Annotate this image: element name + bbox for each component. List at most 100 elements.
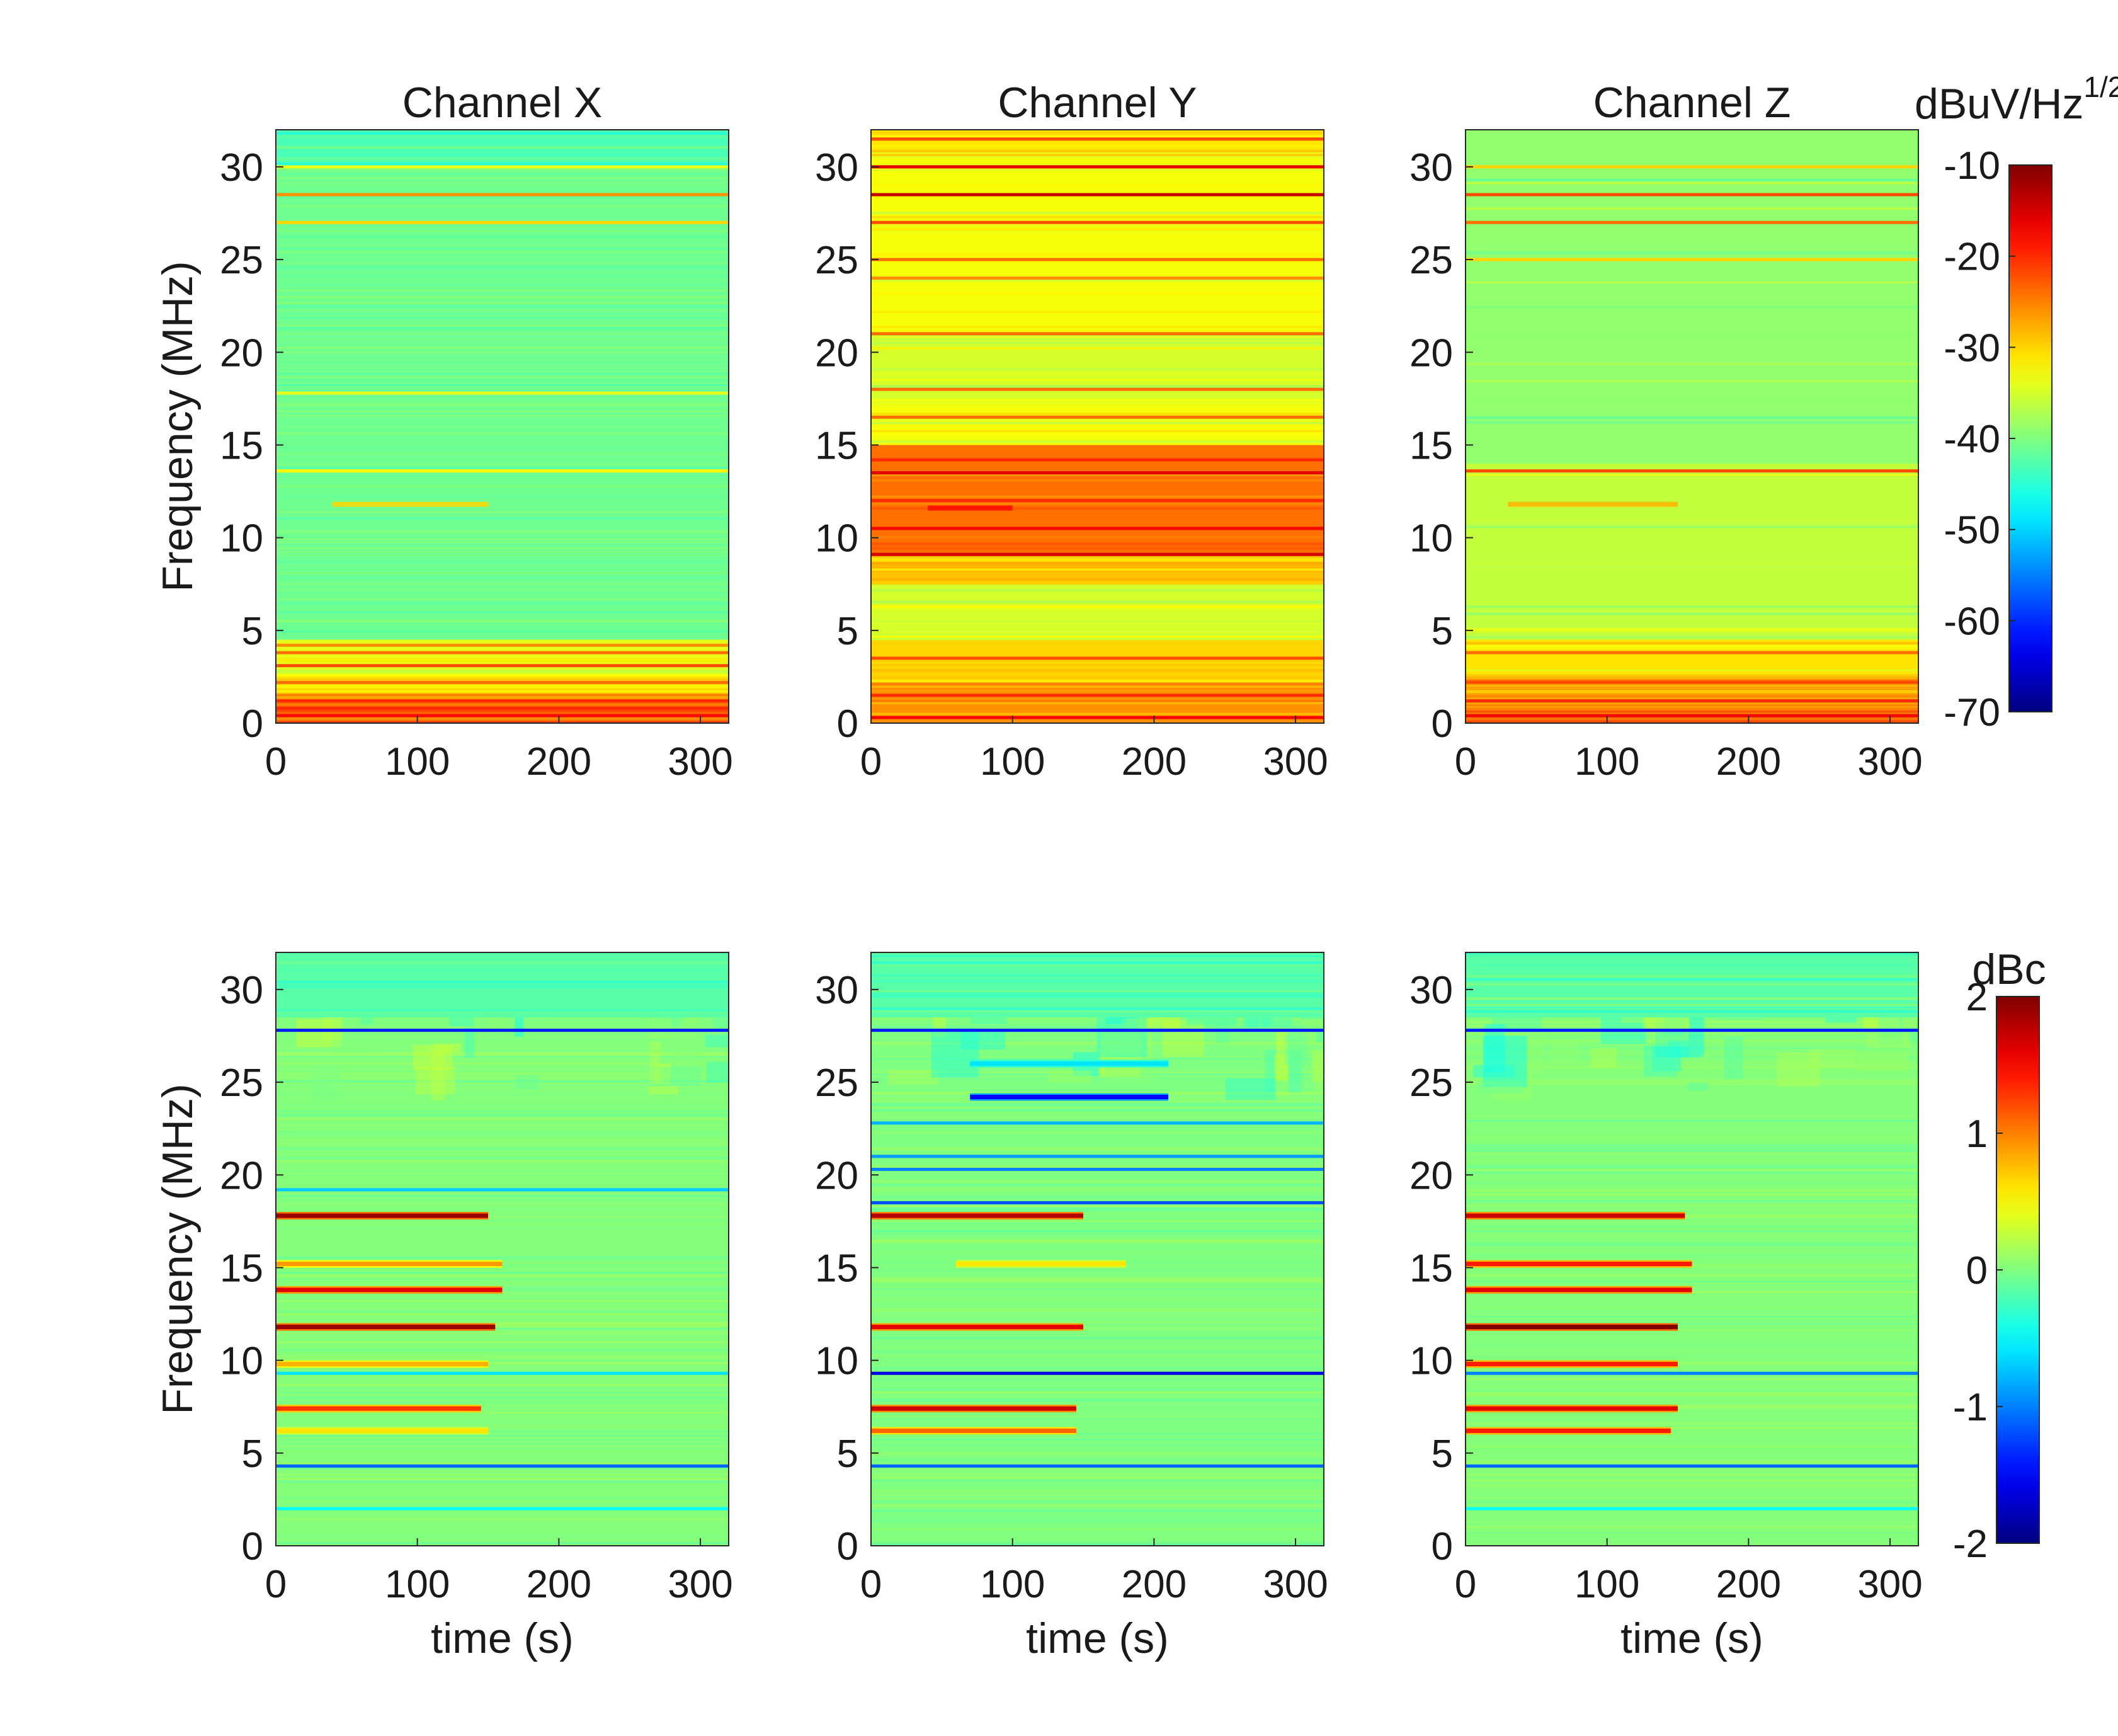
heatmap-texture (705, 1034, 729, 1048)
heatmap-texture (871, 1159, 1324, 1162)
heatmap-texture (871, 1208, 1324, 1210)
heatmap-texture (871, 1489, 1324, 1492)
heatmap-texture (871, 1320, 1324, 1323)
heatmap-texture (276, 1359, 729, 1362)
x-tick-label: 200 (1716, 1563, 1781, 1606)
heatmap-image (871, 130, 1324, 723)
heatmap-texture (276, 530, 729, 533)
heatmap-texture (276, 598, 729, 600)
heatmap-texture (1550, 1041, 1579, 1062)
y-tick-label: 15 (1409, 1247, 1453, 1290)
heatmap-band-texture (871, 605, 1324, 608)
heatmap-texture (276, 312, 729, 314)
x-tick-label: 200 (1122, 740, 1187, 784)
heatmap-band-texture (276, 695, 729, 699)
x-tick-label: 100 (980, 740, 1045, 784)
heatmap-texture (1466, 1356, 1918, 1358)
spectral-line (871, 387, 1324, 391)
heatmap-texture (1466, 1407, 1918, 1409)
heatmap-texture (871, 1078, 1324, 1081)
x-axis-label: time (s) (431, 1614, 574, 1662)
heatmap-band-texture (871, 326, 1324, 329)
heatmap-texture (276, 410, 729, 413)
heatmap-band-texture (871, 404, 1324, 408)
heatmap-band-texture (871, 660, 1324, 663)
heatmap-band-texture (871, 495, 1324, 498)
colorbar-tick-label: -50 (1944, 509, 2000, 552)
heatmap-texture (276, 307, 729, 310)
heatmap-band (871, 157, 1324, 334)
heatmap-band-texture (276, 697, 729, 700)
heatmap-texture (276, 1449, 729, 1452)
heatmap-texture (1484, 1024, 1505, 1073)
heatmap-texture (276, 1174, 729, 1176)
panel-0-2: 0 100 200 300 0 5 10 15 20 25 30 Channel Z (1409, 79, 1923, 784)
heatmap-texture (871, 1290, 1324, 1293)
heatmap-texture (276, 1312, 729, 1315)
heatmap-texture (276, 592, 729, 595)
heatmap-base (871, 952, 1324, 1546)
colorbar-tick-label: -1 (1953, 1386, 1988, 1429)
spectral-line (276, 680, 729, 684)
streak (276, 1406, 481, 1411)
heatmap-texture (276, 556, 729, 559)
heatmap-texture (1466, 1131, 1918, 1134)
heatmap-band-texture (871, 311, 1324, 314)
heatmap-texture (276, 1323, 729, 1326)
heatmap-texture (1466, 1020, 1918, 1023)
heatmap-texture (276, 384, 729, 386)
heatmap-texture (1466, 1322, 1918, 1325)
heatmap-texture (871, 1072, 1324, 1075)
heatmap-band-texture (871, 150, 1324, 153)
heatmap-texture (871, 1314, 1324, 1316)
y-tick-label: 30 (220, 146, 263, 190)
heatmap-texture (871, 1391, 1324, 1394)
spectral-line (871, 527, 1324, 530)
heatmap-texture (1466, 1169, 1918, 1172)
heatmap-texture (276, 447, 729, 450)
heatmap-texture (276, 1341, 729, 1344)
heatmap-band-texture (871, 990, 1324, 993)
y-tick-label: 30 (220, 969, 263, 1012)
spectral-line (871, 694, 1324, 697)
heatmap-band-texture (276, 677, 729, 680)
panel-title: Channel Z (1593, 79, 1791, 127)
heatmap-texture (276, 378, 729, 380)
heatmap-texture (871, 1230, 1324, 1232)
heatmap-texture (276, 1118, 729, 1121)
heatmap-band-texture (871, 460, 1324, 463)
heatmap-band-texture (1466, 632, 1918, 635)
heatmap-texture (276, 1442, 729, 1444)
heatmap-texture (276, 205, 729, 207)
heatmap-band-texture (871, 581, 1324, 585)
heatmap-texture (1466, 1422, 1918, 1425)
spectral-line (871, 458, 1324, 462)
heatmap-band-texture (871, 974, 1324, 977)
heatmap-texture (276, 1473, 729, 1476)
heatmap-texture (276, 1313, 729, 1316)
heatmap-texture (871, 1252, 1324, 1255)
heatmap-texture (1466, 1274, 1918, 1277)
spectral-line (871, 471, 1324, 475)
colorbar-tick-label: -60 (1944, 600, 2000, 643)
heatmap-texture (276, 1113, 729, 1116)
x-axis-label: time (s) (1620, 1614, 1763, 1662)
spectral-line (1466, 699, 1918, 703)
heatmap-texture (1466, 1172, 1918, 1174)
heatmap-band-texture (1466, 523, 1918, 527)
heatmap-texture (276, 1129, 729, 1131)
spectral-line (1466, 714, 1918, 717)
heatmap-band-texture (871, 367, 1324, 370)
heatmap-texture (276, 628, 729, 631)
heatmap-band-texture (1466, 677, 1918, 680)
heatmap-band-texture (1466, 421, 1918, 424)
heatmap-band-texture (871, 564, 1324, 567)
heatmap-texture (1466, 1343, 1918, 1345)
y-tick-label: 20 (815, 331, 858, 375)
heatmap-texture (1466, 1256, 1918, 1259)
x-tick-label: 300 (1263, 1563, 1328, 1606)
y-tick-label: 5 (1432, 610, 1453, 653)
heatmap-texture (276, 367, 729, 369)
heatmap-texture (1316, 1029, 1324, 1043)
heatmap-texture (1100, 1029, 1141, 1077)
